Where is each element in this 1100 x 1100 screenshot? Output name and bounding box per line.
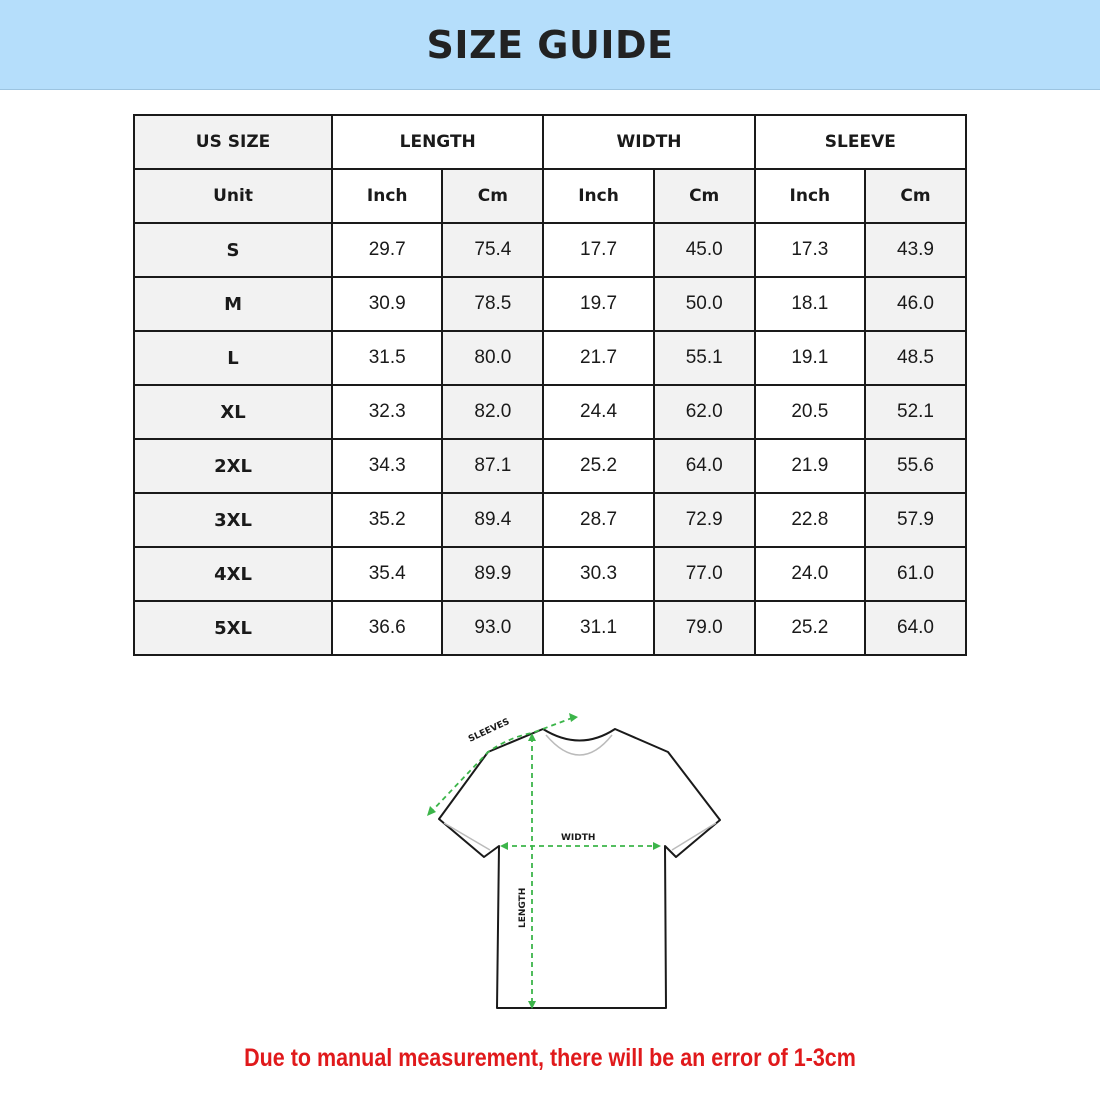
table-row: M 30.9 78.5 19.7 50.0 18.1 46.0 — [132, 276, 967, 332]
sleeve-measure-line — [429, 717, 573, 814]
unit-cell: Cm — [864, 168, 967, 224]
table-row: 5XL 36.6 93.0 31.1 79.0 25.2 64.0 — [132, 600, 967, 656]
table-row: S 29.7 75.4 17.7 45.0 17.3 43.9 — [132, 222, 967, 278]
arrow-icon — [653, 842, 661, 850]
value-cell: 87.1 — [441, 438, 545, 494]
unit-cell: Inch — [331, 168, 444, 224]
value-cell: 18.1 — [753, 276, 867, 332]
unit-cell: Cm — [652, 168, 756, 224]
width-label: WIDTH — [561, 833, 595, 843]
header-row: US SIZE LENGTH WIDTH SLEEVE — [132, 114, 968, 170]
size-cell: 4XL — [132, 546, 334, 602]
value-cell: 17.7 — [542, 222, 655, 278]
value-cell: 28.7 — [542, 492, 655, 548]
value-cell: 89.9 — [441, 546, 545, 602]
arrow-icon — [569, 713, 578, 722]
unit-label: Unit — [132, 168, 334, 224]
value-cell: 64.0 — [652, 438, 756, 494]
value-cell: 50.0 — [652, 276, 756, 332]
value-cell: 34.3 — [331, 438, 444, 494]
table-row: 2XL 34.3 87.1 25.2 64.0 21.9 55.6 — [132, 438, 967, 494]
value-cell: 82.0 — [441, 384, 545, 440]
value-cell: 17.3 — [753, 222, 867, 278]
value-cell: 30.3 — [542, 546, 655, 602]
value-cell: 30.9 — [331, 276, 444, 332]
arrow-icon — [500, 842, 508, 850]
value-cell: 43.9 — [864, 222, 967, 278]
value-cell: 22.8 — [753, 492, 867, 548]
size-cell: M — [132, 276, 334, 332]
value-cell: 80.0 — [441, 330, 545, 386]
value-cell: 24.4 — [542, 384, 655, 440]
size-cell: XL — [132, 384, 334, 440]
value-cell: 93.0 — [441, 600, 545, 656]
unit-row: Unit Inch Cm Inch Cm Inch Cm — [132, 168, 967, 224]
tshirt-outline — [438, 728, 721, 1009]
value-cell: 64.0 — [864, 600, 967, 656]
value-cell: 35.2 — [331, 492, 444, 548]
value-cell: 19.7 — [542, 276, 655, 332]
title-banner: SIZE GUIDE — [0, 0, 1100, 90]
value-cell: 24.0 — [753, 546, 867, 602]
size-cell: 3XL — [132, 492, 334, 548]
length-label: LENGTH — [518, 888, 528, 928]
value-cell: 46.0 — [864, 276, 967, 332]
size-cell: L — [132, 330, 334, 386]
value-cell: 25.2 — [753, 600, 867, 656]
value-cell: 31.1 — [542, 600, 655, 656]
collar-seam — [545, 734, 613, 756]
value-cell: 31.5 — [331, 330, 444, 386]
page-title: SIZE GUIDE — [426, 22, 674, 67]
header-length: LENGTH — [331, 114, 545, 170]
value-cell: 89.4 — [441, 492, 545, 548]
unit-cell: Cm — [441, 168, 545, 224]
size-cell: S — [132, 222, 334, 278]
value-cell: 20.5 — [753, 384, 867, 440]
value-cell: 21.7 — [542, 330, 655, 386]
value-cell: 79.0 — [652, 600, 756, 656]
size-cell: 5XL — [132, 600, 334, 656]
unit-cell: Inch — [542, 168, 655, 224]
value-cell: 35.4 — [331, 546, 444, 602]
value-cell: 72.9 — [652, 492, 756, 548]
value-cell: 77.0 — [652, 546, 756, 602]
unit-cell: Inch — [753, 168, 867, 224]
table-row: L 31.5 80.0 21.7 55.1 19.1 48.5 — [132, 330, 967, 386]
measurement-note: Due to manual measurement, there will be… — [244, 1044, 856, 1072]
value-cell: 55.6 — [864, 438, 967, 494]
value-cell: 52.1 — [864, 384, 967, 440]
value-cell: 21.9 — [753, 438, 867, 494]
arrow-icon — [528, 1001, 536, 1009]
table-row: 3XL 35.2 89.4 28.7 72.9 22.8 57.9 — [132, 492, 967, 548]
value-cell: 48.5 — [864, 330, 967, 386]
arrow-icon — [528, 733, 536, 741]
size-table: US SIZE LENGTH WIDTH SLEEVE Unit Inch Cm… — [132, 114, 968, 656]
value-cell: 57.9 — [864, 492, 967, 548]
value-cell: 45.0 — [652, 222, 756, 278]
value-cell: 61.0 — [864, 546, 967, 602]
header-us-size: US SIZE — [132, 114, 334, 170]
header-width: WIDTH — [542, 114, 756, 170]
header-sleeve: SLEEVE — [753, 114, 968, 170]
value-cell: 78.5 — [441, 276, 545, 332]
value-cell: 29.7 — [331, 222, 444, 278]
value-cell: 19.1 — [753, 330, 867, 386]
value-cell: 62.0 — [652, 384, 756, 440]
table-row: 4XL 35.4 89.9 30.3 77.0 24.0 61.0 — [132, 546, 967, 602]
value-cell: 75.4 — [441, 222, 545, 278]
value-cell: 36.6 — [331, 600, 444, 656]
sleeve-hem-left — [443, 822, 491, 851]
value-cell: 32.3 — [331, 384, 444, 440]
arrow-icon — [427, 806, 436, 816]
value-cell: 55.1 — [652, 330, 756, 386]
table-row: XL 32.3 82.0 24.4 62.0 20.5 52.1 — [132, 384, 967, 440]
sleeve-hem-right — [671, 822, 717, 851]
size-cell: 2XL — [132, 438, 334, 494]
value-cell: 25.2 — [542, 438, 655, 494]
sleeves-label: SLEEVES — [467, 717, 511, 745]
